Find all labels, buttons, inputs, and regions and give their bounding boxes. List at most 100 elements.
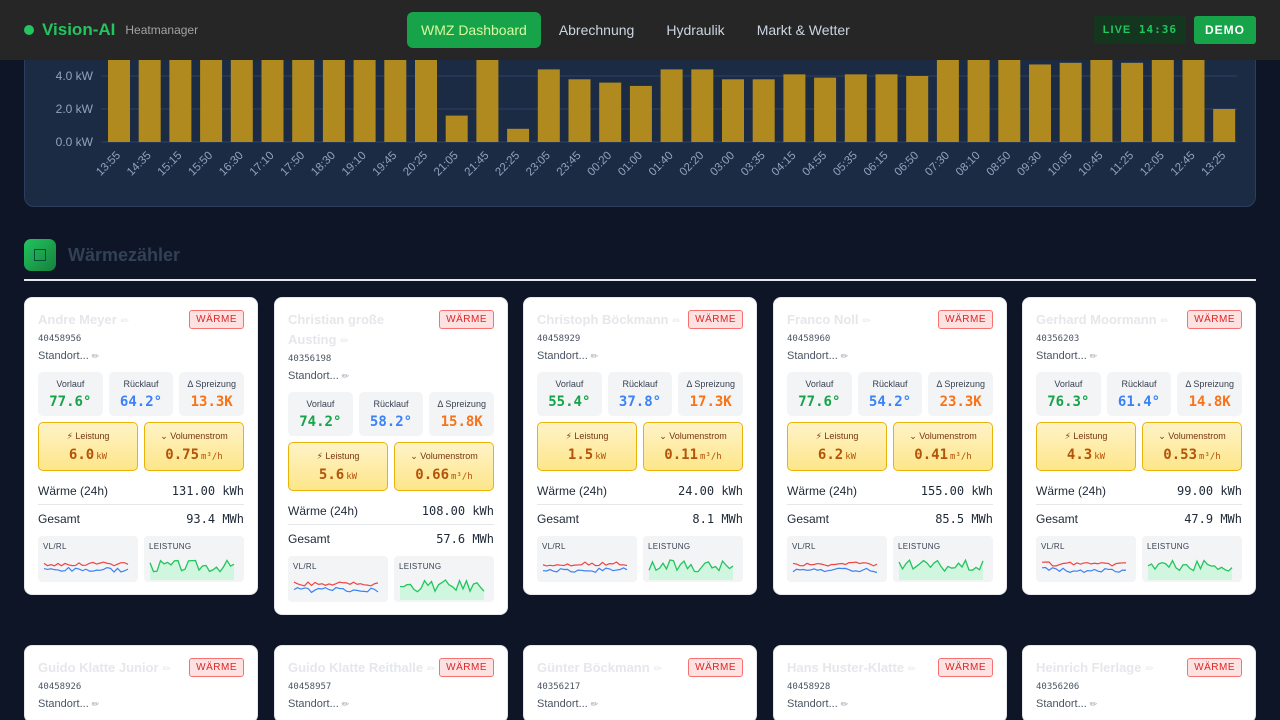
- power-sparkline[interactable]: LEISTUNG: [643, 536, 743, 582]
- meter-owner-name[interactable]: Guido Klatte Reithalle ✏: [288, 658, 435, 680]
- power-bar[interactable]: [660, 69, 683, 142]
- flow-label: ⌄ Volumenstrom: [659, 431, 727, 441]
- edit-name-icon[interactable]: ✏: [672, 316, 681, 327]
- edit-location-icon[interactable]: ✏: [590, 699, 599, 709]
- edit-name-icon[interactable]: ✏: [120, 316, 130, 327]
- location-field[interactable]: Standort... ✏: [537, 350, 743, 362]
- power-bar[interactable]: [1029, 64, 1051, 142]
- meter-owner-name[interactable]: Franco Noll ✏: [787, 310, 871, 332]
- power-bar[interactable]: [1059, 62, 1082, 142]
- location-field[interactable]: Standort... ✏: [38, 698, 244, 710]
- supply-temp-label: Vorlauf: [805, 379, 834, 389]
- power-bar[interactable]: [691, 69, 714, 142]
- x-tick-label: 21:45: [463, 150, 492, 179]
- power-bar[interactable]: [537, 69, 560, 142]
- total-value: 47.9 MWh: [1184, 512, 1242, 526]
- edit-name-icon[interactable]: ✏: [862, 316, 871, 327]
- power-area: [899, 560, 983, 580]
- power-line: [399, 578, 485, 593]
- meter-card[interactable]: Franco Noll ✏ WÄRME 40458960 Standort... ✏…: [773, 297, 1007, 595]
- power-sparkline[interactable]: LEISTUNG: [144, 536, 244, 582]
- power-bar[interactable]: [844, 74, 867, 142]
- power-bar[interactable]: [1121, 62, 1144, 142]
- edit-name-icon[interactable]: ✏: [340, 336, 349, 347]
- meter-card[interactable]: Günter Böckmann ✏ WÄRME 40356217 Standort…: [523, 645, 757, 720]
- meter-owner-name[interactable]: Christian große Austing ✏: [288, 310, 438, 352]
- power-sparkline[interactable]: LEISTUNG: [1142, 536, 1242, 582]
- tab-hydraulik[interactable]: Hydraulik: [666, 22, 725, 38]
- meter-card[interactable]: Guido Klatte Junior ✏ WÄRME 40458926 Stan…: [24, 645, 258, 720]
- tab-wmz-dashboard[interactable]: WMZ Dashboard: [407, 12, 541, 48]
- power-sparkline[interactable]: LEISTUNG: [394, 556, 494, 602]
- meter-card[interactable]: Andre Meyer ✏ WÄRME 40458956 Standort... ✏…: [24, 297, 258, 595]
- edit-name-icon[interactable]: ✏: [427, 664, 436, 675]
- power-bar[interactable]: [629, 85, 652, 142]
- meter-owner-name[interactable]: Gerhard Moormann ✏: [1036, 310, 1169, 332]
- x-tick-label: 07:30: [923, 150, 952, 179]
- power-bar[interactable]: [1213, 109, 1236, 142]
- power-bar[interactable]: [722, 79, 744, 142]
- power-bar[interactable]: [875, 74, 898, 142]
- edit-location-icon[interactable]: ✏: [91, 351, 100, 361]
- edit-location-icon[interactable]: ✏: [590, 351, 599, 361]
- location-field[interactable]: Standort... ✏: [38, 350, 244, 362]
- edit-name-icon[interactable]: ✏: [162, 664, 172, 675]
- vlrl-sparkline[interactable]: VL/RL: [537, 536, 637, 582]
- location-field[interactable]: Standort... ✏: [288, 370, 494, 382]
- meter-card[interactable]: Christoph Böckmann ✏ WÄRME 40458929 Stand…: [523, 297, 757, 595]
- power-sparkline-label: LEISTUNG: [399, 562, 442, 571]
- power-label: ⚡ Leistung: [316, 451, 360, 461]
- supply-temp-label: Vorlauf: [56, 379, 85, 389]
- meter-owner-name[interactable]: Günter Böckmann ✏: [537, 658, 662, 680]
- power-bar[interactable]: [568, 79, 591, 142]
- demo-badge[interactable]: DEMO: [1194, 16, 1256, 44]
- meter-owner-name[interactable]: Heinrich Flerlage ✏: [1036, 658, 1154, 680]
- location-field[interactable]: Standort... ✏: [787, 698, 993, 710]
- edit-name-icon[interactable]: ✏: [653, 664, 663, 675]
- edit-location-icon[interactable]: ✏: [341, 699, 350, 709]
- return-line: [542, 567, 628, 574]
- edit-name-icon[interactable]: ✏: [1145, 664, 1154, 675]
- location-text: Standort...: [38, 350, 89, 362]
- tab-markt-wetter[interactable]: Markt & Wetter: [756, 22, 850, 38]
- vlrl-sparkline[interactable]: VL/RL: [1036, 536, 1136, 582]
- edit-name-icon[interactable]: ✏: [908, 664, 917, 675]
- total-value: 57.6 MWh: [436, 532, 494, 546]
- edit-location-icon[interactable]: ✏: [341, 371, 350, 381]
- meter-card[interactable]: Gerhard Moormann ✏ WÄRME 40356203 Standor…: [1022, 297, 1256, 595]
- power-bar[interactable]: [599, 82, 622, 142]
- meter-card[interactable]: Christian große Austing ✏ WÄRME 40356198 …: [274, 297, 508, 615]
- power-bar[interactable]: [906, 76, 929, 142]
- power-sparkline[interactable]: LEISTUNG: [893, 536, 993, 582]
- vlrl-sparkline[interactable]: VL/RL: [288, 556, 388, 602]
- meter-owner-name[interactable]: Hans Huster-Klatte ✏: [787, 658, 916, 680]
- edit-location-icon[interactable]: ✏: [840, 351, 849, 361]
- x-tick-label: 19:45: [371, 150, 400, 179]
- meter-owner-name[interactable]: Guido Klatte Junior ✏: [38, 658, 171, 680]
- brand-name: Vision-AI: [42, 20, 116, 39]
- meter-card[interactable]: Guido Klatte Reithalle ✏ WÄRME 40458957 S…: [274, 645, 508, 720]
- location-field[interactable]: Standort... ✏: [288, 698, 494, 710]
- edit-location-icon[interactable]: ✏: [840, 699, 849, 709]
- meter-owner-name[interactable]: Christoph Böckmann ✏: [537, 310, 681, 332]
- edit-location-icon[interactable]: ✏: [91, 699, 100, 709]
- edit-location-icon[interactable]: ✏: [1089, 351, 1098, 361]
- location-field[interactable]: Standort... ✏: [1036, 698, 1242, 710]
- power-bar[interactable]: [814, 77, 837, 142]
- vlrl-sparkline[interactable]: VL/RL: [787, 536, 887, 582]
- location-field[interactable]: Standort... ✏: [1036, 350, 1242, 362]
- power-bar[interactable]: [783, 74, 806, 142]
- power-bar[interactable]: [752, 79, 775, 142]
- brand[interactable]: Vision-AI Heatmanager: [24, 20, 407, 40]
- location-field[interactable]: Standort... ✏: [537, 698, 743, 710]
- edit-name-icon[interactable]: ✏: [1160, 316, 1170, 327]
- meter-card[interactable]: Heinrich Flerlage ✏ WÄRME 40356206 Stando…: [1022, 645, 1256, 720]
- vlrl-sparkline[interactable]: VL/RL: [38, 536, 138, 582]
- meter-owner-name[interactable]: Andre Meyer ✏: [38, 310, 129, 332]
- location-field[interactable]: Standort... ✏: [787, 350, 993, 362]
- power-bar[interactable]: [445, 115, 468, 142]
- tab-abrechnung[interactable]: Abrechnung: [558, 22, 635, 38]
- meter-card[interactable]: Hans Huster-Klatte ✏ WÄRME 40458928 Stand…: [773, 645, 1007, 720]
- power-bar[interactable]: [507, 128, 530, 142]
- edit-location-icon[interactable]: ✏: [1089, 699, 1098, 709]
